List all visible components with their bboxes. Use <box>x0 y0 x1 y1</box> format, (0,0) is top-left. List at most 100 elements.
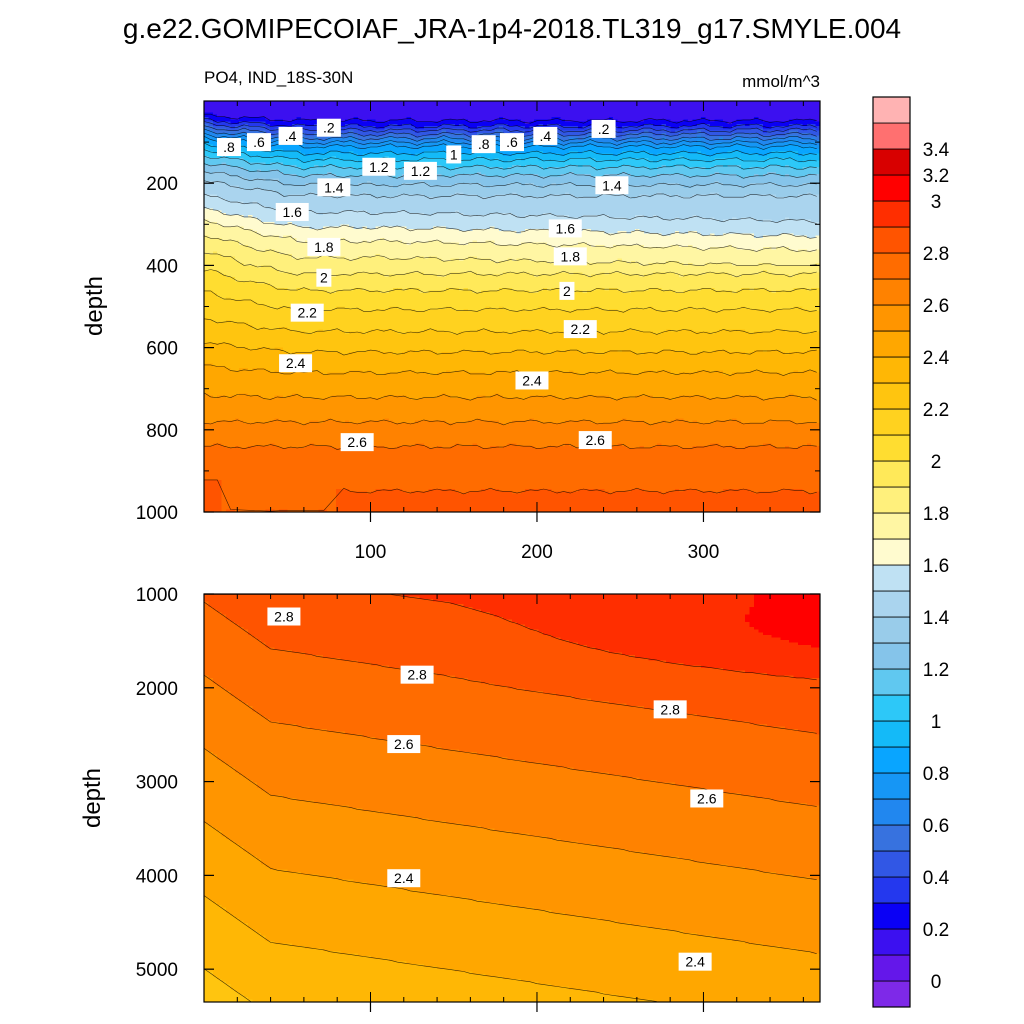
bottom-y-tick-label: 5000 <box>136 960 178 981</box>
colorbar-swatch <box>873 123 910 149</box>
top-contour-label: 1.6 <box>276 203 309 221</box>
top-y-tick-label: 1000 <box>136 503 178 524</box>
colorbar-swatch <box>873 175 910 201</box>
top-contour-label: 2.6 <box>579 431 612 449</box>
top-x-tick-label: 200 <box>521 542 553 563</box>
top-x-tick-label: 100 <box>355 542 387 563</box>
top-contour-label-text: .8 <box>223 139 235 155</box>
top-contour-label: 1.8 <box>554 247 587 265</box>
top-y-tick-label: 600 <box>146 339 178 360</box>
colorbar-tick-label: 0.8 <box>923 764 949 785</box>
top-contour-label-text: 1 <box>450 146 458 162</box>
top-contour-label: 2.2 <box>291 304 324 322</box>
top-contour-label: 2 <box>559 282 574 300</box>
bottom-y-tick-label: 2000 <box>136 679 178 700</box>
top-y-axis-label: depth <box>81 276 108 336</box>
colorbar-swatch <box>873 461 910 487</box>
colorbar-tick-label: 2.2 <box>923 400 949 421</box>
top-panel-units: mmol/m^3 <box>742 72 820 91</box>
top-contour-label-text: 1.2 <box>411 163 431 179</box>
bottom-contour-label: 2.4 <box>387 869 420 887</box>
bottom-contour-label-text: 2.6 <box>697 790 717 806</box>
top-contour-label: 1.8 <box>307 238 340 256</box>
colorbar-tick-label: 1.8 <box>923 504 949 525</box>
colorbar-swatch <box>873 331 910 357</box>
top-contour-label-text: 2.2 <box>571 321 591 337</box>
top-contour-label-text: .8 <box>478 136 490 152</box>
top-x-tick-label: 300 <box>688 542 720 563</box>
top-contour-label-text: 2.6 <box>347 434 367 450</box>
top-y-tick-label: 800 <box>146 421 178 442</box>
colorbar-swatch <box>873 617 910 643</box>
colorbar-tick-label: 2.6 <box>923 296 949 317</box>
colorbar-tick-label: 0.6 <box>923 816 949 837</box>
top-contour-label-text: 2 <box>320 270 328 286</box>
top-contour-label: 2.2 <box>564 320 597 338</box>
colorbar-swatch <box>873 253 910 279</box>
colorbar-swatch <box>873 539 910 565</box>
colorbar-swatch <box>873 981 910 1007</box>
top-y-tick-label: 400 <box>146 256 178 277</box>
top-contour-label: .8 <box>217 138 241 156</box>
bottom-y-axis-label: depth <box>79 768 106 828</box>
colorbar-swatch <box>873 227 910 253</box>
top-contour-label-text: 1.4 <box>602 177 622 193</box>
top-contour-label: .4 <box>279 127 303 145</box>
top-contour-label: 2.4 <box>515 371 548 389</box>
top-contour-label-text: 1.6 <box>556 220 576 236</box>
colorbar-swatch <box>873 149 910 175</box>
top-panel: PO4, IND_18S-30N mmol/m^3 .2.2.4.4.6.6.8… <box>81 68 821 563</box>
top-contour-label-text: 1.4 <box>324 179 344 195</box>
top-contour-label: 1.2 <box>362 158 395 176</box>
bottom-contour-label-text: 2.6 <box>394 736 414 752</box>
top-contour-label: .6 <box>500 133 524 151</box>
colorbar-swatch <box>873 279 910 305</box>
bottom-contour-label: 2.8 <box>654 700 687 718</box>
colorbar-swatch <box>873 669 910 695</box>
top-contour-label: 1 <box>446 145 461 163</box>
colorbar-swatch <box>873 435 910 461</box>
bottom-y-tick-label: 3000 <box>136 773 178 794</box>
bottom-contour-label: 2.6 <box>387 735 420 753</box>
top-contour-label-text: 1.6 <box>283 204 303 220</box>
colorbar-swatch <box>873 695 910 721</box>
colorbar-tick-label: 0 <box>931 972 942 993</box>
bottom-contour-label-text: 2.4 <box>394 870 414 886</box>
colorbar-swatch <box>873 305 910 331</box>
top-contour-label-text: .4 <box>285 128 297 144</box>
colorbar-tick-label: 3.2 <box>923 166 949 187</box>
bottom-contour-label: 2.8 <box>401 666 434 684</box>
bottom-contour-label: 2.6 <box>690 789 723 807</box>
top-contour-label-text: 1.2 <box>369 159 389 175</box>
colorbar-swatch <box>873 643 910 669</box>
figure-title: g.e22.GOMIPECOIAF_JRA-1p4-2018.TL319_g17… <box>123 13 901 44</box>
colorbar-swatch <box>873 357 910 383</box>
top-contour-label-text: .6 <box>253 134 265 150</box>
bottom-panel: 2.82.82.82.62.62.42.4 100020003000400050… <box>79 585 821 1012</box>
colorbar-tick-label: 3 <box>931 192 942 213</box>
colorbar-tick-label: 0.4 <box>923 868 950 889</box>
top-contour-label-text: 2.4 <box>522 372 542 388</box>
colorbar-swatch <box>873 773 910 799</box>
colorbar-swatch <box>873 747 910 773</box>
bottom-contour-label: 2.4 <box>679 953 712 971</box>
top-contour-label: 1.4 <box>595 176 628 194</box>
top-contour-label-text: 1.8 <box>561 248 581 264</box>
top-contour-label-text: 2 <box>563 283 571 299</box>
top-panel-title: PO4, IND_18S-30N <box>204 68 353 87</box>
colorbar-tick-label: 2.4 <box>923 348 950 369</box>
colorbar-swatch <box>873 513 910 539</box>
top-contour-label: 2.6 <box>341 433 374 451</box>
colorbar-tick-label: 1.6 <box>923 556 949 577</box>
bottom-contour-label: 2.8 <box>267 608 300 626</box>
colorbar-tick-label: 1 <box>931 712 942 733</box>
colorbar-tick-label: 3.4 <box>923 140 950 161</box>
top-contour-label-text: 2.2 <box>297 305 317 321</box>
top-contour-label: .2 <box>592 120 616 138</box>
top-contour-label: 2 <box>316 269 331 287</box>
colorbar-tick-label: 1.4 <box>923 608 950 629</box>
colorbar-tick-label: 0.2 <box>923 920 949 941</box>
colorbar-swatch <box>873 409 910 435</box>
colorbar-swatch <box>873 825 910 851</box>
